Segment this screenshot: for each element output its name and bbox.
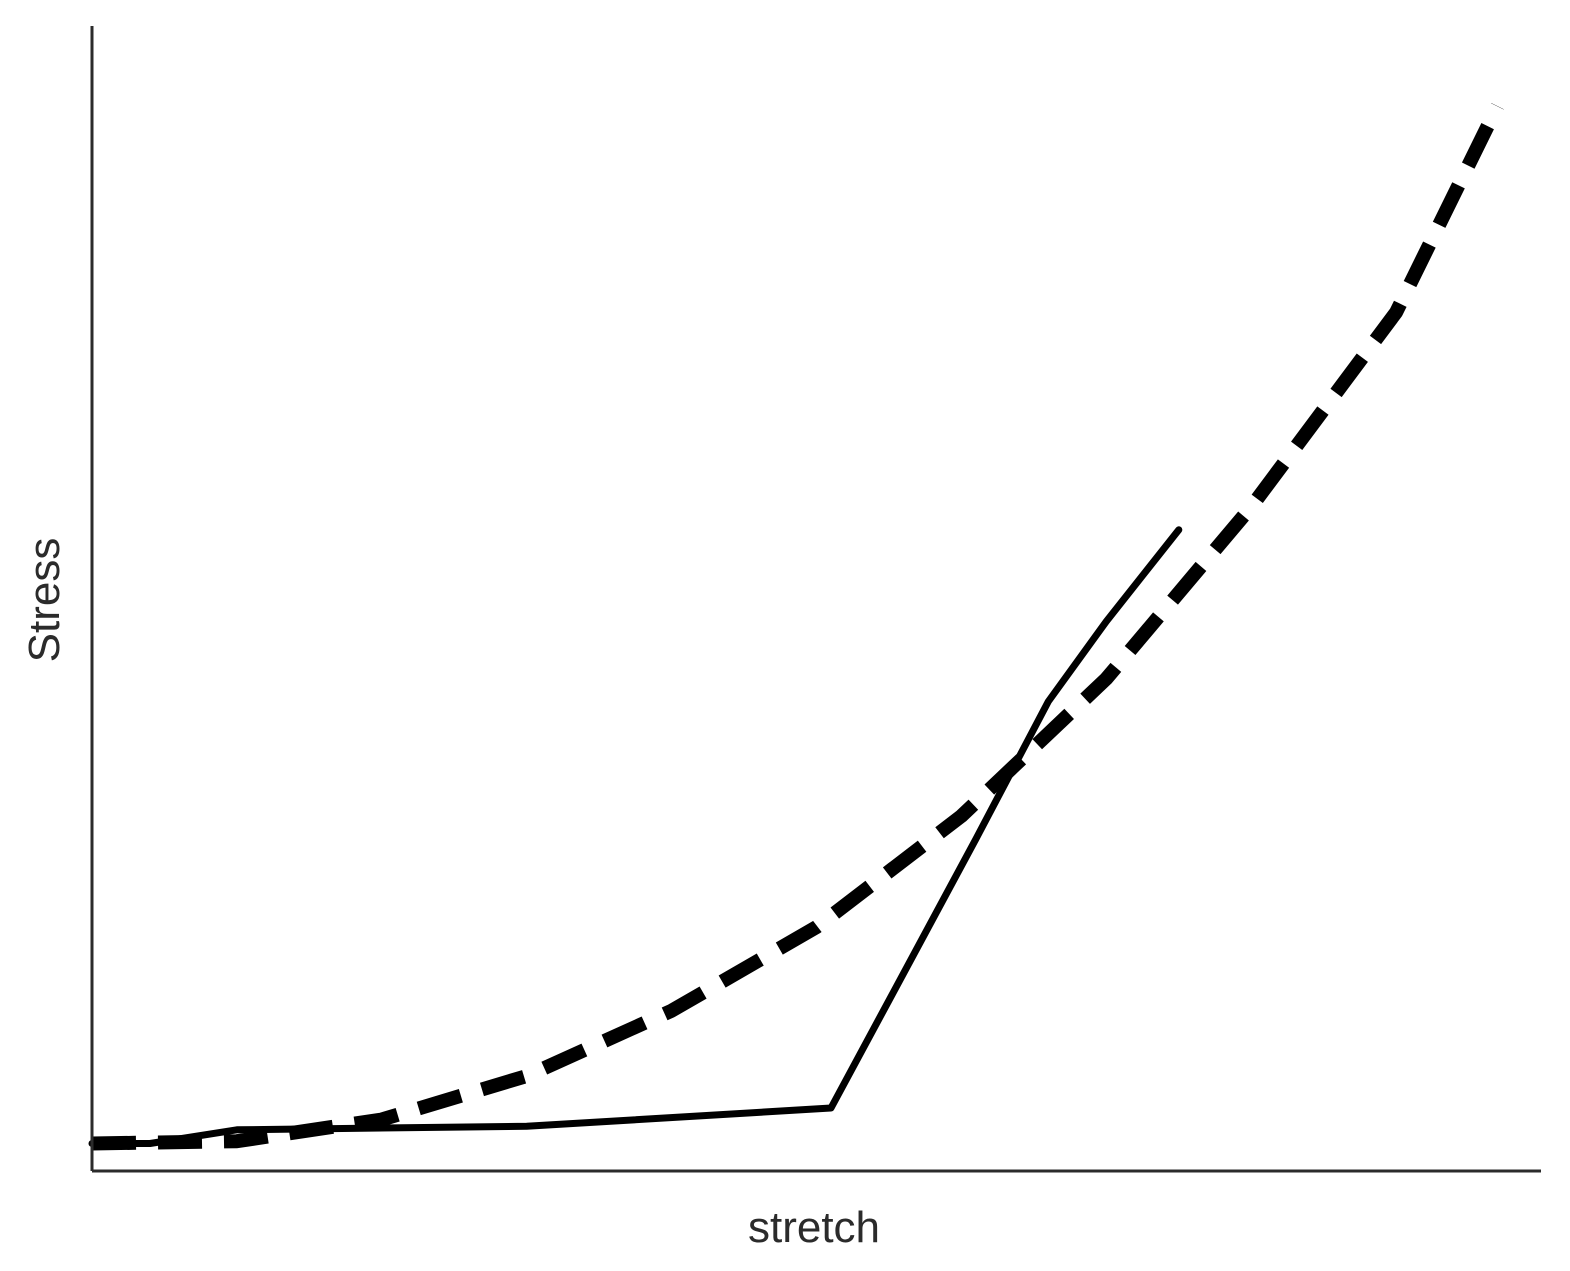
y-axis-title: Stress (20, 538, 69, 663)
x-axis-title: stretch (748, 1203, 880, 1252)
series-line-2 (91, 103, 1504, 1151)
series-line-1 (88, 526, 1183, 1147)
series-layer (88, 103, 1504, 1151)
